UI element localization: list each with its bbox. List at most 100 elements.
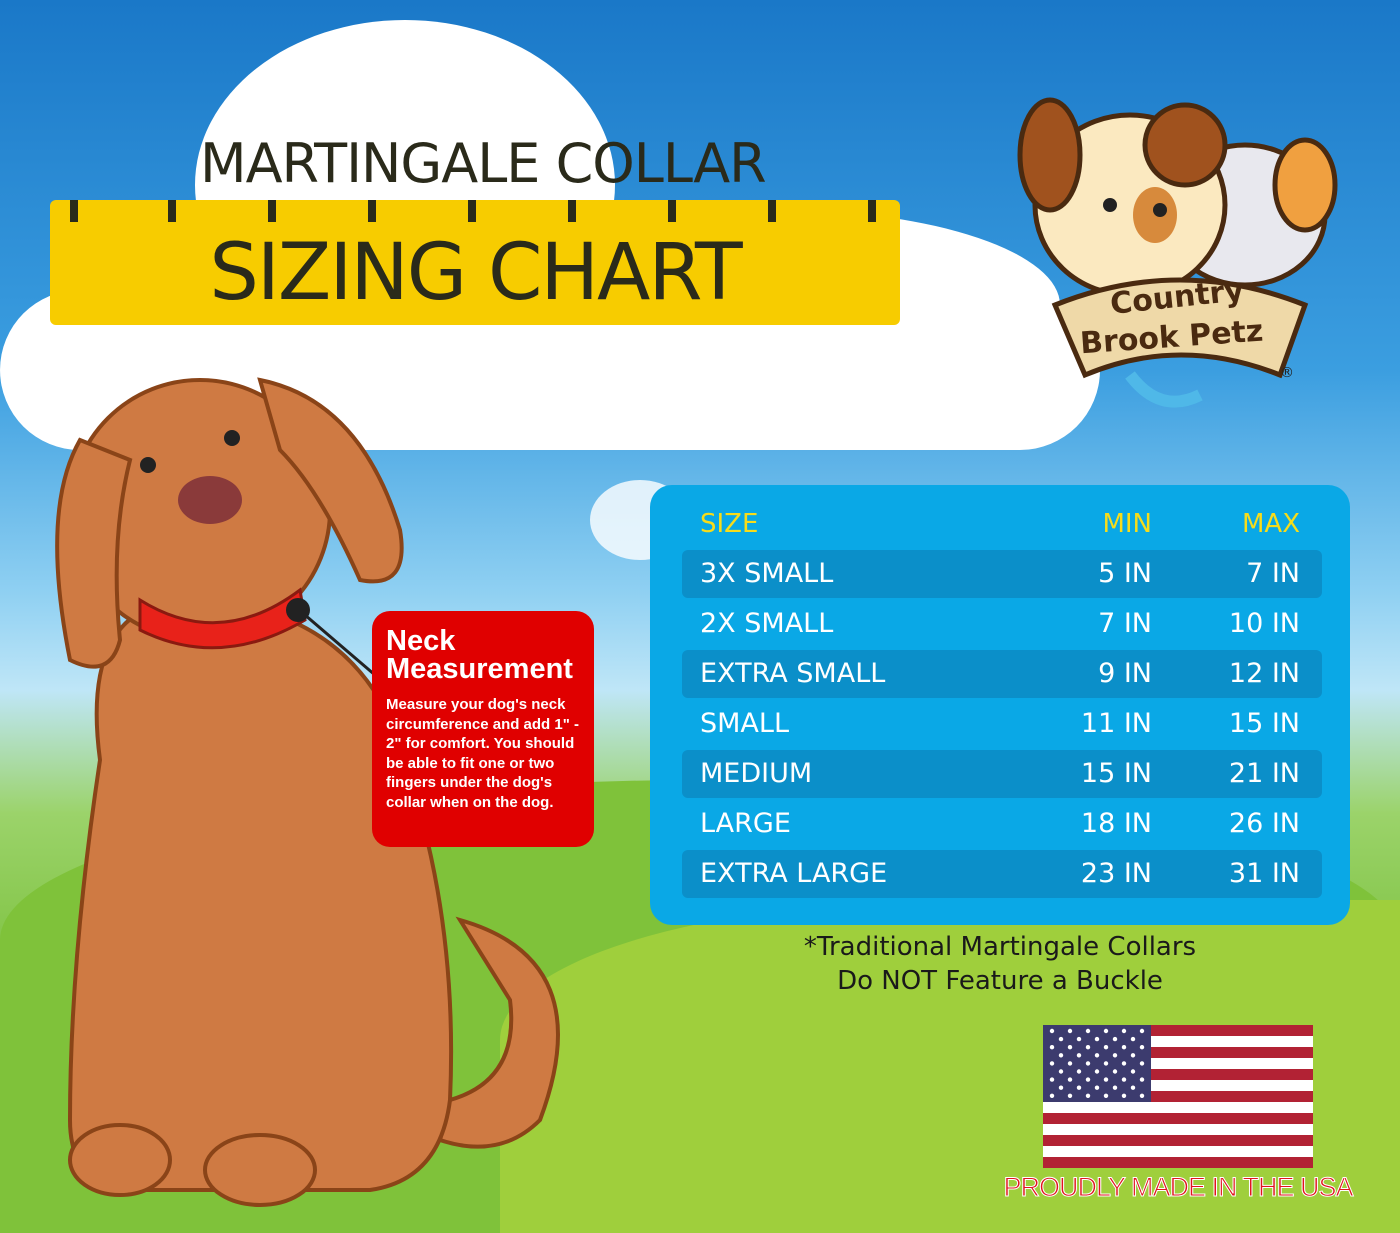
- ruler-banner: SIZING CHART: [50, 200, 900, 325]
- min-cell: 15 IN: [1080, 758, 1152, 789]
- flag-star: [1076, 1036, 1082, 1042]
- header-size: SIZE: [700, 509, 759, 539]
- flag-star: [1121, 1077, 1127, 1082]
- flag-star: [1094, 1036, 1100, 1042]
- min-cell: 11 IN: [1080, 708, 1152, 739]
- max-cell: 7 IN: [1246, 558, 1300, 589]
- flag-stripe: [1043, 1047, 1313, 1059]
- flag-star: [1103, 1061, 1109, 1066]
- flag-star: [1112, 1053, 1118, 1058]
- flag-star: [1058, 1085, 1064, 1090]
- neck-box-body: Measure your dog's neck circumference an…: [386, 696, 580, 811]
- flag-stripe: [1043, 1102, 1313, 1114]
- flag-star: [1067, 1093, 1073, 1098]
- flag-star: [1112, 1085, 1118, 1090]
- flag-stripe: [1043, 1025, 1313, 1037]
- flag-star: [1085, 1061, 1091, 1066]
- flag-star: [1112, 1036, 1118, 1042]
- max-cell: 12 IN: [1228, 658, 1300, 689]
- flag-star: [1130, 1069, 1136, 1074]
- flag-star: [1130, 1053, 1136, 1058]
- min-cell: 9 IN: [1098, 658, 1152, 689]
- table-row: MEDIUM 15 IN 21 IN: [682, 750, 1322, 798]
- dog-illustration: [40, 360, 600, 1220]
- flag-star: [1085, 1045, 1091, 1050]
- flag-stripe: [1043, 1113, 1313, 1125]
- flag-star: [1049, 1093, 1055, 1098]
- registered-mark: ®: [1280, 365, 1294, 381]
- table-row: SMALL 11 IN 15 IN: [682, 700, 1322, 748]
- flag-star: [1094, 1069, 1100, 1074]
- header-max: MAX: [1241, 509, 1300, 539]
- min-cell: 18 IN: [1080, 808, 1152, 839]
- flag-stripe: [1043, 1157, 1313, 1169]
- table-row: EXTRA LARGE 23 IN 31 IN: [682, 850, 1322, 898]
- flag-stripe: [1043, 1091, 1313, 1103]
- flag-stripe: [1043, 1080, 1313, 1092]
- max-cell: 10 IN: [1228, 608, 1300, 639]
- flag-canton: [1043, 1025, 1151, 1102]
- title-line2: SIZING CHART: [209, 228, 742, 318]
- flag-star: [1112, 1069, 1118, 1074]
- flag-star: [1139, 1093, 1145, 1098]
- size-cell: EXTRA LARGE: [700, 858, 888, 889]
- min-cell: 23 IN: [1080, 858, 1152, 889]
- usa-flag: [1043, 1025, 1313, 1169]
- table-row: LARGE 18 IN 26 IN: [682, 800, 1322, 848]
- flag-stripe: [1043, 1124, 1313, 1136]
- flag-stripe: [1043, 1135, 1313, 1147]
- max-cell: 15 IN: [1228, 708, 1300, 739]
- flag-star: [1076, 1069, 1082, 1074]
- flag-star: [1121, 1093, 1127, 1098]
- flag-star: [1058, 1069, 1064, 1074]
- flag-star: [1103, 1077, 1109, 1082]
- flag-star: [1085, 1093, 1091, 1098]
- note-line1: *Traditional Martingale Collars: [803, 932, 1197, 962]
- flag-star: [1103, 1045, 1109, 1050]
- flag-star: [1139, 1077, 1145, 1082]
- flag-star: [1067, 1028, 1073, 1034]
- min-cell: 7 IN: [1098, 608, 1152, 639]
- flag-star: [1139, 1028, 1145, 1034]
- neck-measurement-box: Neck Measurement Measure your dog's neck…: [372, 611, 594, 847]
- flag-star: [1121, 1061, 1127, 1066]
- flag-star: [1121, 1045, 1127, 1050]
- size-table: SIZE MIN MAX 3X SMALL 5 IN 7 IN 2X SMALL 7 …: [650, 485, 1350, 925]
- flag-star: [1067, 1045, 1073, 1050]
- header-min: MIN: [1102, 509, 1152, 539]
- flag-star: [1049, 1045, 1055, 1050]
- flag-star: [1076, 1085, 1082, 1090]
- flag-star: [1058, 1036, 1064, 1042]
- flag-star: [1076, 1053, 1082, 1058]
- flag-star: [1067, 1077, 1073, 1082]
- max-cell: 31 IN: [1228, 858, 1300, 889]
- flag-star: [1130, 1036, 1136, 1042]
- flag-stripe: [1043, 1069, 1313, 1081]
- size-cell: MEDIUM: [700, 758, 813, 789]
- table-row: EXTRA SMALL 9 IN 12 IN: [682, 650, 1322, 698]
- brand-logo: Country Brook Petz ®: [1010, 75, 1350, 420]
- flag-stripe: [1043, 1036, 1313, 1048]
- max-cell: 26 IN: [1228, 808, 1300, 839]
- table-row: 3X SMALL 5 IN 7 IN: [682, 550, 1322, 598]
- neck-box-title: Neck Measurement: [386, 625, 573, 685]
- max-cell: 21 IN: [1228, 758, 1300, 789]
- flag-star: [1049, 1077, 1055, 1082]
- flag-star: [1103, 1093, 1109, 1098]
- flag-stripe: [1043, 1146, 1313, 1158]
- flag-star: [1094, 1053, 1100, 1058]
- title-line1: MARTINGALE COLLAR: [200, 132, 767, 195]
- min-cell: 5 IN: [1098, 558, 1152, 589]
- flag-star: [1085, 1077, 1091, 1082]
- flag-stripe: [1043, 1058, 1313, 1070]
- flag-star: [1049, 1061, 1055, 1066]
- size-cell: SMALL: [700, 708, 789, 739]
- made-in-usa-text: PROUDLY MADE IN THE USA: [1003, 1172, 1354, 1203]
- size-cell: LARGE: [700, 808, 791, 839]
- buckle-note: *Traditional Martingale Collars Do NOT F…: [760, 930, 1240, 998]
- size-cell: 3X SMALL: [700, 558, 834, 589]
- size-cell: EXTRA SMALL: [700, 658, 886, 689]
- flag-star: [1121, 1028, 1127, 1034]
- note-line2: Do NOT Feature a Buckle: [837, 966, 1163, 996]
- flag-star: [1058, 1053, 1064, 1058]
